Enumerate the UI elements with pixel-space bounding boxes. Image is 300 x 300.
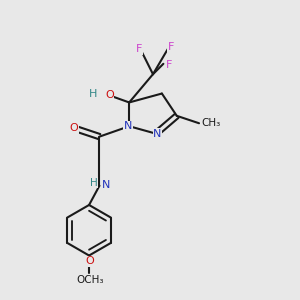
Text: N: N — [124, 121, 133, 131]
Text: CH₃: CH₃ — [201, 118, 221, 128]
Text: N: N — [102, 180, 110, 190]
Text: F: F — [166, 60, 172, 70]
Text: F: F — [136, 44, 142, 54]
Text: H: H — [90, 178, 98, 188]
Text: OCH₃: OCH₃ — [76, 275, 104, 285]
Text: O: O — [70, 123, 79, 133]
Text: O: O — [85, 256, 94, 266]
Text: H: H — [89, 88, 98, 98]
Text: O: O — [105, 90, 114, 100]
Text: N: N — [153, 129, 162, 139]
Text: F: F — [168, 43, 174, 52]
